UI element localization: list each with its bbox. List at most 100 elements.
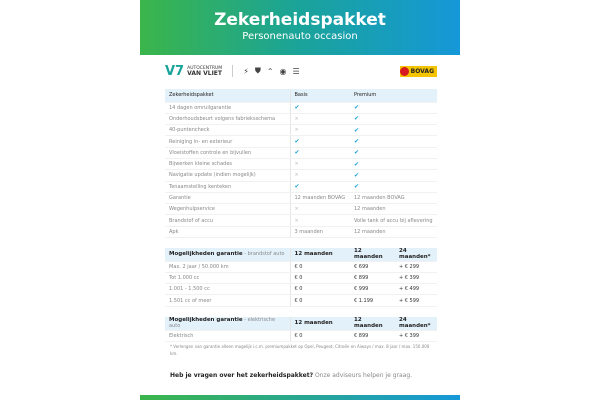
table-row: Vloeistoffen controle en bijvullen ✔ ✔ bbox=[165, 147, 437, 159]
cross-icon: × bbox=[294, 127, 299, 134]
cell-cross: × bbox=[289, 169, 350, 182]
citroen-logo-icon: ⌃ bbox=[266, 66, 274, 76]
v7-logo-icon: V7 bbox=[165, 63, 185, 79]
check-icon: ✔ bbox=[354, 183, 360, 191]
check-icon: ✔ bbox=[354, 104, 360, 112]
table-cell: Apk bbox=[165, 226, 290, 239]
check-icon: ✔ bbox=[354, 115, 360, 123]
table-cell: € 899 bbox=[350, 330, 395, 342]
table-row: Navigatie update (indien mogelijk) × ✔ bbox=[165, 169, 437, 182]
cell-check: ✔ bbox=[350, 169, 437, 182]
table-cell: Elektrisch bbox=[165, 330, 290, 342]
table-cell: 14 dagen omruilgarantie bbox=[165, 102, 290, 114]
check-icon: ✔ bbox=[354, 160, 360, 168]
table-cell: Tenaamstelling kenteken bbox=[165, 181, 290, 193]
table-row: Reiniging in- en exterieur ✔ ✔ bbox=[165, 135, 437, 148]
table-cell: € 999 bbox=[350, 283, 395, 296]
cell-cross: × bbox=[289, 203, 350, 216]
check-icon: ✔ bbox=[294, 104, 300, 112]
table-row: Garantie 12 maanden BOVAG 12 maanden BOVAG bbox=[165, 192, 437, 205]
aiways-logo-icon: ☰ bbox=[292, 66, 300, 76]
table-cell: € 0 bbox=[289, 272, 350, 285]
table-cell: Navigatie update (indien mogelijk) bbox=[165, 169, 290, 182]
table-cell: 24 maanden* bbox=[395, 317, 437, 331]
cell-check: ✔ bbox=[350, 124, 437, 137]
table-cell: € 1.199 bbox=[350, 294, 395, 307]
package-table: Zekerheidspakket Basis Premium 14 dagen omr… bbox=[165, 89, 437, 239]
table-cell: 12 maanden BOVAG bbox=[289, 192, 350, 205]
fuel-warranty-table: Mogelijkheden garantie - brandstof auto 1… bbox=[165, 248, 437, 307]
cell-cross: × bbox=[289, 124, 350, 137]
cell-cross: × bbox=[289, 158, 350, 171]
table-cell: 12 maanden bbox=[289, 248, 350, 262]
table-cell: + € 399 bbox=[395, 330, 437, 342]
table-title: Mogelijkheden garantie - elektrische aut… bbox=[165, 317, 290, 331]
table-cell: Vloeistoffen controle en bijvullen bbox=[165, 147, 290, 159]
table-cell: Bijwerken kleine schades bbox=[165, 158, 290, 171]
table-cell: 12 maanden bbox=[350, 203, 437, 216]
cell-check: ✔ bbox=[350, 102, 437, 114]
cell-check: ✔ bbox=[350, 158, 437, 171]
table-row: Brandstof of accu × Volle tank of accu bij… bbox=[165, 214, 437, 227]
peugeot-logo-icon: ⛊ bbox=[254, 66, 261, 75]
cell-check: ✔ bbox=[350, 113, 437, 126]
table-cell: Basis bbox=[289, 89, 350, 103]
table-row: 40-puntencheck × ✔ bbox=[165, 124, 437, 137]
cell-check: ✔ bbox=[289, 147, 350, 159]
page-subtitle: Personenauto occasion bbox=[242, 31, 358, 42]
contact-question: Heb je vragen over het zekerheidspakket?… bbox=[170, 372, 413, 379]
check-icon: ✔ bbox=[294, 138, 300, 146]
table-cell: € 0 bbox=[289, 330, 350, 342]
table-cell: 12 maanden bbox=[350, 226, 437, 239]
table-row: Apk 3 maanden 12 maanden bbox=[165, 226, 437, 239]
table-row: Bijwerken kleine schades × ✔ bbox=[165, 158, 437, 171]
table-cell: € 0 bbox=[289, 294, 350, 307]
logo-row: V7 AUTOCENTRUM VAN VLIET ⚡ ⛊ ⌃ ◉ ☰ BOVAG bbox=[165, 62, 437, 80]
table-cell: Wegenhulpservice bbox=[165, 203, 290, 216]
cell-check: ✔ bbox=[350, 135, 437, 148]
cell-cross: × bbox=[289, 113, 350, 126]
table-row: 1.001 - 1.500 cc € 0 € 999 + € 499 bbox=[165, 283, 437, 296]
cross-icon: × bbox=[294, 115, 299, 122]
cell-check: ✔ bbox=[350, 181, 437, 193]
cell-check: ✔ bbox=[289, 102, 350, 114]
check-icon: ✔ bbox=[354, 138, 360, 146]
table-cell: Tot 1.000 cc bbox=[165, 272, 290, 285]
table-cell: 12 maanden bbox=[289, 317, 350, 331]
cell-check: ✔ bbox=[350, 147, 437, 159]
electric-warranty-table: Mogelijkheden garantie - elektrische aut… bbox=[165, 317, 437, 342]
page-title: Zekerheidspakket bbox=[214, 10, 386, 30]
table-cell: Zekerheidspakket bbox=[165, 89, 290, 103]
table-cell: 12 maanden bbox=[350, 248, 395, 262]
table-row: Onderhoudsbeurt volgens fabrieksschema × ✔ bbox=[165, 113, 437, 126]
table-header: Mogelijkheden garantie - elektrische aut… bbox=[165, 317, 437, 331]
table-cell: € 0 bbox=[289, 261, 350, 273]
table-row: Max. 2 jaar / 50.000 km € 0 € 699 + € 299 bbox=[165, 261, 437, 273]
table-cell: € 899 bbox=[350, 272, 395, 285]
footnote: * Verlengen van garantie alleen mogelijk… bbox=[170, 344, 430, 356]
cross-icon: × bbox=[294, 172, 299, 179]
table-cell: Volle tank of accu bij aflevering bbox=[350, 214, 437, 227]
table-title: Mogelijkheden garantie - brandstof auto bbox=[165, 248, 290, 262]
opel-logo-icon: ⚡ bbox=[243, 66, 249, 76]
table-cell: 1.001 - 1.500 cc bbox=[165, 283, 290, 296]
cell-check: ✔ bbox=[289, 181, 350, 193]
table-cell: € 0 bbox=[289, 283, 350, 296]
cross-icon: × bbox=[294, 217, 299, 224]
table-cell: 3 maanden bbox=[289, 226, 350, 239]
table-cell: 24 maanden* bbox=[395, 248, 437, 262]
check-icon: ✔ bbox=[294, 149, 300, 157]
bovag-logo: BOVAG bbox=[399, 65, 437, 77]
table-cell: Max. 2 jaar / 50.000 km bbox=[165, 261, 290, 273]
table-cell: Garantie bbox=[165, 192, 290, 205]
table-cell: Brandstof of accu bbox=[165, 214, 290, 227]
table-cell: € 699 bbox=[350, 261, 395, 273]
cross-icon: × bbox=[294, 161, 299, 168]
table-cell: 1.501 cc of meer bbox=[165, 294, 290, 307]
table-cell: Reiniging in- en exterieur bbox=[165, 135, 290, 148]
table-row: 14 dagen omruilgarantie ✔ ✔ bbox=[165, 102, 437, 114]
cell-cross: × bbox=[289, 214, 350, 227]
table-row: 1.501 cc of meer € 0 € 1.199 + € 599 bbox=[165, 294, 437, 307]
ds-logo-icon: ◉ bbox=[279, 66, 287, 76]
bottom-bar bbox=[140, 395, 460, 400]
